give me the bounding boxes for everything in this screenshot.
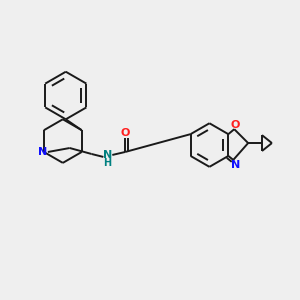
Text: N: N <box>103 150 112 160</box>
Text: N: N <box>231 160 240 170</box>
Text: O: O <box>231 120 240 130</box>
Text: H: H <box>103 158 111 168</box>
Text: O: O <box>121 128 130 138</box>
Text: N: N <box>38 147 48 157</box>
